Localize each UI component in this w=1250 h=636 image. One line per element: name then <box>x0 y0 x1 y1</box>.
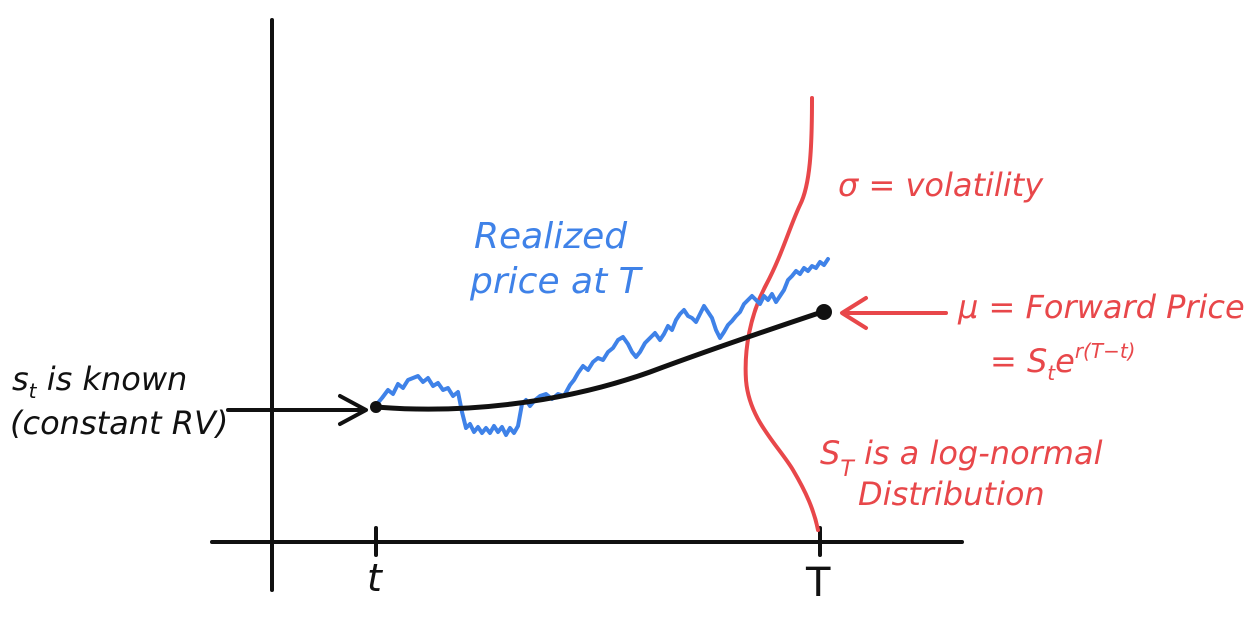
realized-price-path <box>374 257 830 437</box>
tick-label-t: t <box>367 556 384 600</box>
distribution-note-line1: ST is a log-normal <box>820 434 1103 482</box>
known-arrow-head <box>338 394 368 426</box>
tick-label-T: T <box>805 560 831 606</box>
start-point <box>370 401 382 413</box>
forward-arrow-head <box>840 296 868 330</box>
realized-note-line1: Realized <box>474 216 628 257</box>
forward-price-curve <box>373 309 825 412</box>
forward-price-note-line2: = Ster(T−t) <box>990 339 1135 385</box>
distribution-note-line2: Distribution <box>858 475 1045 513</box>
known-note-line1: st is known <box>12 360 187 403</box>
known-note-line2: (constant RV) <box>10 404 228 442</box>
end-point <box>816 304 832 320</box>
realized-note-line2: price at T <box>469 261 644 302</box>
lognormal-distribution-curve <box>743 96 820 532</box>
volatility-note: σ = volatility <box>838 166 1044 204</box>
forward-price-note-line1: μ = Forward Price <box>957 288 1245 326</box>
